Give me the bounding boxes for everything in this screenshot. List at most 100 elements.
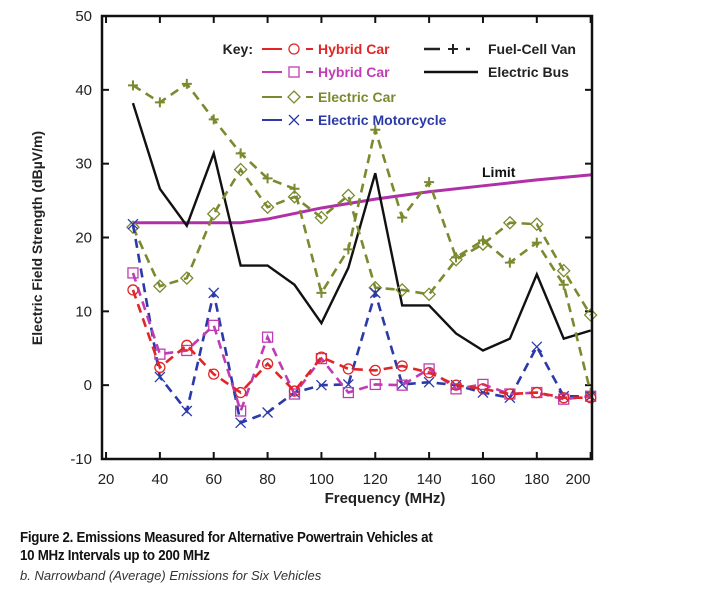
figure-subtitle: b. Narrowband (Average) Emissions for Si… [20,568,322,583]
data-point-circle [396,360,408,372]
x-tick-label: 100 [309,471,334,488]
data-point-square [369,378,381,391]
series-electric-car [126,162,598,322]
data-point-circle [477,383,489,395]
x-tick-label: 80 [259,471,276,488]
data-point-x [315,379,327,391]
emissions-chart: 20 40 60 80 100 120 140 160 180 200 -10 0 10 20 30 40 50… [29,8,598,507]
limit-label: Limit [482,164,516,180]
x-tick-label: 140 [417,471,442,488]
series-hybrid-car [127,284,597,404]
data-point-diamond [179,271,194,286]
data-point-square [208,319,220,332]
data-point-circle [504,388,516,400]
data-point-x [181,405,193,417]
data-point-plus [154,97,165,108]
x-tick-label: 60 [205,471,222,488]
data-point-diamond [341,188,356,203]
x-tick-label: 20 [98,471,115,488]
data-point-plus [181,78,192,89]
data-point-circle [342,363,354,375]
x-tick-label: 180 [524,471,549,488]
data-point-diamond [476,237,490,252]
x-tick-label: 160 [470,471,495,488]
y-tick-label: -10 [70,451,92,468]
data-point-square [127,267,139,279]
data-point-circle [154,361,166,374]
data-point-x [369,287,381,299]
data-point-square [396,379,408,391]
data-point-diamond [206,206,221,221]
series-line [131,289,591,400]
figure-caption-line1: Figure 2. Emissions Measured for Alterna… [20,530,433,546]
data-point-circle [261,358,274,370]
data-point-x [127,218,139,230]
data-point-diamond [529,217,544,232]
y-tick-label: 50 [75,8,92,25]
data-point-circle [423,366,435,379]
data-point-diamond [449,252,463,267]
legend-label: Hybrid Car [318,64,390,80]
data-point-plus [235,148,246,159]
data-point-circle [531,386,543,399]
data-point-plus [531,237,542,248]
data-point-diamond [583,308,598,322]
data-point-diamond [233,162,248,177]
data-point-square [342,386,354,399]
data-point-circle [585,392,597,404]
series-electric-bus [131,102,592,352]
data-point-x [154,371,166,383]
data-point-diamond [502,215,517,230]
figure-caption-line2: 10 MHz Intervals up to 200 MHz [20,548,210,564]
data-point-x [585,390,597,402]
data-point-circle [450,379,462,391]
x-tick-label: 200 [565,471,590,488]
data-point-diamond [556,263,571,278]
legend-marker-diamond [287,90,301,104]
data-point-square [235,405,247,417]
data-point-diamond [395,283,410,297]
series-line [131,223,591,425]
y-tick-label: 30 [75,156,92,173]
legend-label: Electric Bus [488,64,569,80]
data-point-plus [208,114,219,125]
series-line [132,82,592,393]
data-point-plus [127,80,138,91]
data-point-diamond [314,210,329,225]
y-tick-label: 40 [75,82,92,99]
data-point-x [423,376,435,388]
y-axis-label: Electric Field Strength (dBµV/m) [29,131,45,345]
data-point-plus [424,177,435,188]
y-tick-label: 0 [84,377,92,394]
legend-label: Electric Motorcycle [318,112,447,128]
data-point-circle [558,392,570,404]
x-tick-label: 40 [152,471,169,488]
x-tick-label: 120 [363,471,388,488]
legend-marker-x [288,114,300,126]
data-point-x [235,417,247,429]
data-point-x [208,287,220,299]
series-line [131,272,591,416]
data-point-square [477,378,489,391]
series-line [131,102,592,352]
data-point-x [396,378,408,390]
series-hybrid-car [127,267,597,417]
y-tick-label: 10 [75,303,92,320]
legend-label: Hybrid Car [318,41,390,57]
limit-line [132,173,593,225]
data-point-circle [127,284,139,296]
series-line [131,167,592,316]
legend-label: Electric Car [318,89,396,105]
legend-marker-circle [288,43,300,55]
data-point-plus [504,257,515,268]
data-point-circle [181,339,193,351]
legend-marker-plus [448,44,458,54]
data-point-plus [289,183,300,194]
data-point-x [531,341,543,353]
data-point-x [262,407,274,418]
legend-key-label: Key: [223,41,253,57]
data-point-square [261,331,274,343]
data-point-plus [397,212,408,223]
data-point-circle [235,386,247,399]
data-point-circle [369,364,381,377]
